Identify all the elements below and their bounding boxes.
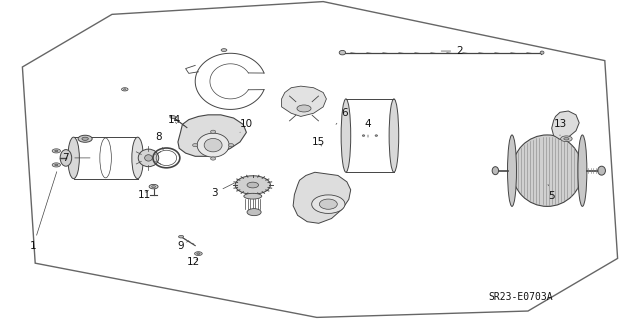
Polygon shape [552, 111, 579, 139]
Ellipse shape [170, 116, 175, 119]
Text: 7: 7 [63, 153, 90, 163]
Ellipse shape [561, 136, 572, 142]
Ellipse shape [52, 163, 60, 167]
Text: 12: 12 [188, 256, 200, 267]
Ellipse shape [68, 137, 79, 179]
Ellipse shape [195, 252, 202, 256]
Ellipse shape [54, 164, 58, 166]
Ellipse shape [204, 138, 222, 152]
Ellipse shape [197, 253, 200, 255]
Text: 10: 10 [240, 119, 253, 132]
Ellipse shape [179, 235, 184, 238]
Text: 14: 14 [168, 115, 180, 125]
Ellipse shape [149, 184, 158, 189]
Ellipse shape [228, 144, 234, 147]
Ellipse shape [197, 133, 229, 157]
Ellipse shape [297, 105, 311, 112]
Ellipse shape [564, 137, 569, 140]
Ellipse shape [508, 135, 516, 206]
Ellipse shape [339, 50, 346, 55]
Ellipse shape [60, 150, 72, 166]
Text: 1: 1 [30, 172, 57, 251]
Ellipse shape [54, 150, 58, 152]
Text: 15: 15 [312, 137, 325, 147]
Ellipse shape [578, 135, 587, 206]
Ellipse shape [512, 135, 582, 206]
Ellipse shape [82, 137, 88, 140]
Text: 4: 4 [365, 119, 371, 137]
Ellipse shape [389, 99, 399, 172]
Polygon shape [293, 172, 351, 223]
Ellipse shape [341, 99, 351, 172]
Ellipse shape [598, 166, 605, 175]
Ellipse shape [138, 149, 159, 167]
Text: 5: 5 [548, 184, 555, 201]
Text: 11: 11 [138, 189, 150, 200]
Ellipse shape [247, 182, 259, 188]
Ellipse shape [211, 157, 216, 160]
Text: SR23-E0703A: SR23-E0703A [488, 292, 553, 302]
Text: 9: 9 [177, 241, 189, 251]
Text: 13: 13 [554, 119, 566, 136]
Ellipse shape [152, 186, 156, 188]
Ellipse shape [492, 167, 499, 175]
Text: 3: 3 [211, 183, 234, 198]
Ellipse shape [312, 195, 345, 213]
Ellipse shape [132, 137, 143, 179]
Ellipse shape [244, 193, 262, 199]
Polygon shape [178, 115, 246, 156]
Ellipse shape [52, 149, 60, 153]
Text: 2: 2 [441, 46, 463, 56]
Ellipse shape [247, 209, 261, 216]
Ellipse shape [193, 144, 198, 147]
Polygon shape [282, 86, 326, 116]
Ellipse shape [319, 199, 337, 209]
Ellipse shape [540, 51, 544, 54]
Ellipse shape [145, 155, 152, 161]
Ellipse shape [78, 135, 92, 142]
Ellipse shape [124, 89, 126, 90]
Ellipse shape [221, 49, 227, 52]
Text: 6: 6 [336, 108, 348, 124]
Ellipse shape [236, 176, 271, 194]
Ellipse shape [362, 135, 365, 137]
Text: 8: 8 [156, 132, 163, 150]
Ellipse shape [211, 130, 216, 133]
Ellipse shape [375, 135, 378, 137]
